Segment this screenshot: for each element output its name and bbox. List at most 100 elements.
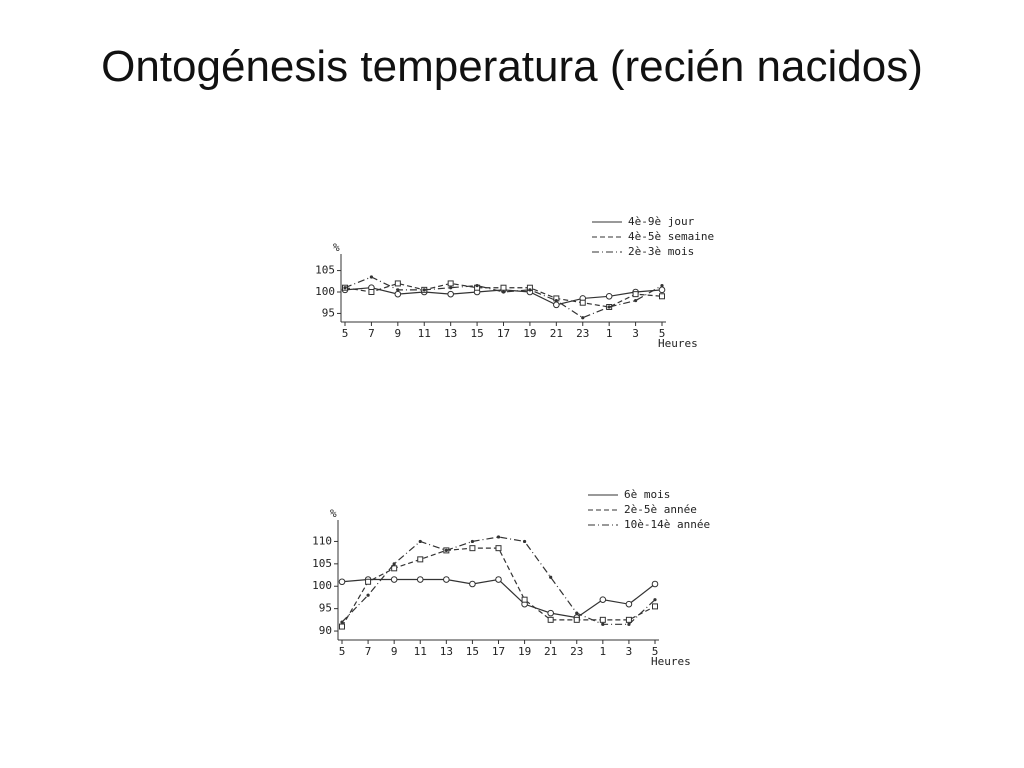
- series-line: [344, 276, 663, 319]
- x-tick-label: 19: [518, 645, 531, 658]
- x-axis-label: Heures: [658, 337, 698, 350]
- y-tick-label: 105: [315, 264, 335, 277]
- x-tick-label: 3: [626, 645, 633, 658]
- point: [573, 616, 580, 623]
- point: [418, 539, 422, 544]
- point: [340, 620, 344, 624]
- x-tick-label: 11: [414, 645, 427, 658]
- y-axis-label: %: [333, 241, 340, 254]
- point: [447, 290, 454, 298]
- point: [449, 286, 453, 290]
- point: [339, 623, 345, 630]
- legend-label: 10è-14è année: [624, 518, 710, 531]
- point: [495, 545, 502, 552]
- point: [601, 622, 605, 626]
- y-tick-label: 105: [312, 557, 332, 570]
- point: [495, 576, 502, 583]
- point: [599, 616, 606, 623]
- point: [501, 290, 506, 294]
- point: [365, 578, 372, 585]
- legend-label: 4è-9è jour: [628, 215, 695, 228]
- point: [627, 622, 631, 626]
- point: [338, 578, 346, 586]
- point: [660, 283, 664, 288]
- x-axis-label: Heures: [651, 655, 691, 668]
- legend-label: 4è-5è semaine: [628, 230, 714, 243]
- x-tick-label: 3: [632, 327, 639, 340]
- point: [496, 535, 501, 539]
- legend-label: 2è-5è année: [624, 503, 697, 516]
- x-tick-label: 23: [576, 327, 589, 340]
- point: [625, 600, 633, 608]
- x-tick-label: 13: [444, 327, 457, 340]
- point: [581, 316, 585, 320]
- x-tick-label: 5: [339, 645, 346, 658]
- x-tick-label: 13: [440, 645, 453, 658]
- y-tick-label: 95: [319, 602, 332, 615]
- point: [651, 580, 659, 588]
- point: [469, 545, 476, 552]
- point: [549, 575, 553, 579]
- point: [369, 275, 374, 279]
- point: [447, 280, 454, 287]
- point: [394, 290, 402, 298]
- point: [521, 596, 528, 603]
- slide-title: Ontogénesis temperatura (recién nacidos): [101, 42, 923, 91]
- x-tick-label: 15: [470, 327, 483, 340]
- y-tick-label: 100: [312, 579, 332, 592]
- point: [417, 556, 424, 563]
- point: [547, 609, 554, 617]
- series-line: [341, 578, 656, 619]
- x-tick-label: 15: [466, 645, 479, 658]
- x-tick-label: 7: [365, 645, 372, 658]
- point: [392, 562, 396, 566]
- y-axis-label: %: [330, 507, 337, 520]
- x-tick-label: 17: [492, 645, 505, 658]
- legend-label: 2è-3è mois: [628, 245, 694, 258]
- y-tick-label: 95: [322, 306, 335, 319]
- x-tick-label: 5: [659, 327, 666, 340]
- point: [444, 548, 448, 553]
- point: [653, 598, 657, 602]
- x-tick-label: 1: [606, 327, 613, 340]
- y-tick-label: 90: [319, 624, 332, 637]
- point: [422, 288, 426, 292]
- point: [625, 616, 632, 623]
- point: [554, 298, 558, 303]
- series-line: [341, 547, 656, 627]
- point: [599, 596, 607, 603]
- point: [390, 576, 398, 583]
- point: [632, 291, 639, 298]
- point: [659, 293, 665, 300]
- point: [547, 616, 554, 623]
- point: [579, 299, 586, 306]
- x-tick-label: 7: [368, 327, 375, 340]
- x-tick-label: 21: [550, 327, 563, 340]
- point: [522, 539, 527, 544]
- point: [368, 289, 375, 295]
- x-tick-label: 5: [342, 327, 349, 340]
- x-tick-label: 17: [497, 327, 510, 340]
- y-tick-label: 100: [315, 285, 335, 298]
- point: [658, 286, 666, 294]
- x-tick-label: 1: [600, 645, 607, 658]
- point: [396, 288, 400, 292]
- x-tick-label: 11: [418, 327, 431, 340]
- x-tick-label: 21: [544, 645, 557, 658]
- point: [394, 280, 401, 287]
- point: [605, 292, 613, 300]
- x-tick-label: 9: [391, 645, 398, 658]
- x-tick-label: 5: [652, 645, 659, 658]
- legend-label: 6è mois: [624, 488, 670, 501]
- point: [607, 305, 611, 309]
- x-tick-label: 9: [395, 327, 402, 340]
- point: [500, 284, 507, 291]
- point: [343, 286, 347, 290]
- y-tick-label: 110: [312, 534, 332, 547]
- point: [553, 301, 560, 309]
- point: [391, 565, 398, 572]
- point: [575, 611, 579, 615]
- point: [633, 298, 638, 303]
- point: [528, 288, 532, 292]
